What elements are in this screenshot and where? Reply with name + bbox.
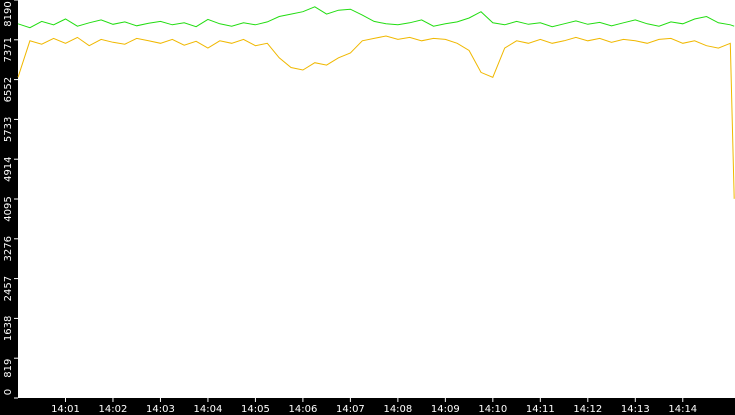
- x-tick-label: 14:03: [146, 404, 175, 415]
- series-line: [17, 6, 735, 29]
- x-tick-label: 14:14: [668, 404, 697, 415]
- x-tick-label: 14:02: [99, 404, 128, 415]
- x-tick-label: 14:12: [573, 404, 602, 415]
- x-tick-label: 14:07: [336, 404, 365, 415]
- y-tick-label: 4095: [3, 196, 14, 221]
- x-tick-label: 14:06: [288, 404, 317, 415]
- x-tick-label: 14:13: [621, 404, 650, 415]
- plot-area: [18, 0, 735, 398]
- y-tick-label: 1638: [3, 316, 14, 341]
- y-tick-label: 3276: [3, 236, 14, 261]
- x-tick-label: 14:09: [431, 404, 460, 415]
- series-line: [17, 35, 735, 199]
- y-tick-label: 7371: [3, 37, 14, 62]
- x-tick-label: 14:04: [194, 404, 223, 415]
- y-tick-label: 6552: [3, 77, 14, 102]
- y-tick-label: 0: [3, 389, 14, 395]
- x-tick-label: 14:11: [526, 404, 555, 415]
- y-tick-label: 5733: [3, 117, 14, 142]
- x-tick-label: 14:05: [241, 404, 270, 415]
- y-tick-label: 4914: [3, 156, 14, 181]
- x-tick-label: 14:10: [478, 404, 507, 415]
- y-tick-label: 8190: [3, 1, 14, 26]
- y-tick-label: 2457: [3, 276, 14, 301]
- y-tick-label: 819: [3, 359, 14, 378]
- x-tick-label: 14:08: [383, 404, 412, 415]
- x-tick-label: 14:01: [51, 404, 80, 415]
